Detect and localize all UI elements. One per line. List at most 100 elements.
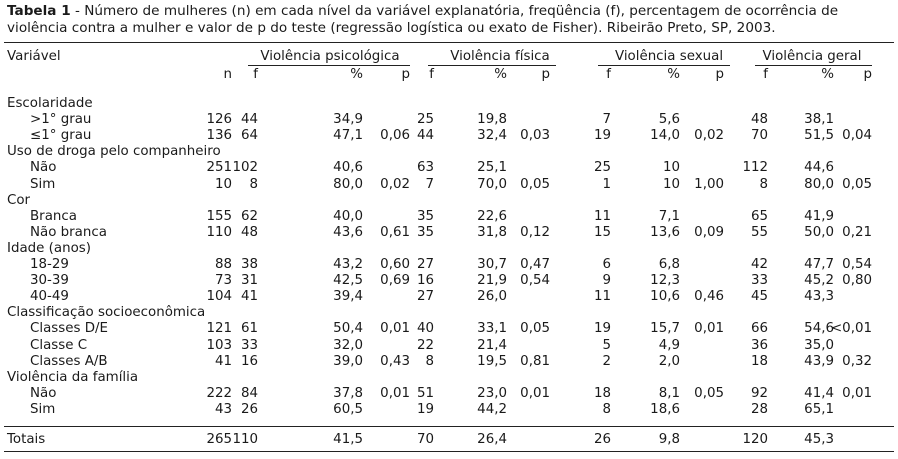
table-cell: 0,54 xyxy=(842,257,872,272)
cell-n: 155 xyxy=(206,208,232,224)
row-label: Classe C xyxy=(30,337,88,353)
table-cell: 112 xyxy=(742,160,768,176)
totals-cell: 120 xyxy=(742,432,768,447)
table-cell: 0,43 xyxy=(380,353,410,369)
table-cell: 23,0 xyxy=(477,385,507,401)
table-cell: 63 xyxy=(416,160,434,176)
table-cell: 40,6 xyxy=(333,160,363,176)
table-cell: 30,7 xyxy=(477,257,507,272)
header-n: n xyxy=(223,67,233,82)
table-cell: 47,1 xyxy=(333,128,363,144)
table-cell: 36 xyxy=(750,337,768,353)
table-cell: 43,6 xyxy=(333,224,363,240)
header-sub-p: p xyxy=(401,67,411,82)
table-cell: 0,01 xyxy=(380,385,410,401)
table-cell: 22 xyxy=(416,337,434,353)
header-sub-f: f xyxy=(763,67,768,82)
table-cell: 0,09 xyxy=(694,224,724,240)
table-cell: 4,9 xyxy=(658,337,680,353)
table-cell: 8 xyxy=(249,176,258,192)
bottom-rule xyxy=(4,451,894,452)
table-cell: 11 xyxy=(593,208,611,224)
table-cell: 21,4 xyxy=(477,337,507,353)
table-cell: 0,60 xyxy=(380,257,410,272)
table-cell: 62 xyxy=(240,208,258,224)
table-cell: 6 xyxy=(602,257,611,272)
row-label: Sim xyxy=(30,176,56,192)
table-cell: 0,80 xyxy=(842,273,872,289)
group-rule xyxy=(248,65,410,66)
table-cell: 65 xyxy=(750,208,768,224)
table-cell: 19 xyxy=(593,321,611,337)
header-group: Violência psicológica xyxy=(260,49,400,64)
table-cell: 8 xyxy=(602,401,611,417)
totals-n: 265 xyxy=(206,432,232,447)
table-cell: 10,6 xyxy=(650,289,680,305)
table-cell: 33 xyxy=(750,273,768,289)
table-cell: 37,8 xyxy=(333,385,363,401)
table-cell: 0,04 xyxy=(842,128,872,144)
row-label: Sim xyxy=(30,401,56,417)
header-sub-f: f xyxy=(253,67,258,82)
table-cell: 19,5 xyxy=(477,353,507,369)
table-cell: 0,69 xyxy=(380,273,410,289)
table-cell: 0,05 xyxy=(842,176,872,192)
table-cell: 16 xyxy=(240,353,258,369)
table-cell: 50,4 xyxy=(333,321,363,337)
totals-cell: 9,8 xyxy=(658,432,680,447)
cell-n: 88 xyxy=(214,257,232,272)
row-label: 18-29 xyxy=(30,257,69,272)
table-cell: 7 xyxy=(602,112,611,128)
totals-cell: 26 xyxy=(593,432,611,447)
header-sub-%: % xyxy=(667,67,680,82)
cell-n: 41 xyxy=(214,353,232,369)
table-cell: 9 xyxy=(602,273,611,289)
row-label: 40-49 xyxy=(30,289,69,305)
table-cell: 34,9 xyxy=(333,112,363,128)
table-cell: 19,8 xyxy=(477,112,507,128)
table-cell: 22,6 xyxy=(477,208,507,224)
table-cell: 38 xyxy=(240,257,258,272)
table-cell: 48 xyxy=(750,112,768,128)
table-cell: 33 xyxy=(240,337,258,353)
table-cell: 44,2 xyxy=(477,401,507,417)
table-cell: 2 xyxy=(602,353,611,369)
table-cell: 10 xyxy=(662,160,680,176)
table-cell: 0,81 xyxy=(520,353,550,369)
table-cell: 1,00 xyxy=(694,176,724,192)
table-cell: 0,12 xyxy=(520,224,550,240)
table-cell: 0,03 xyxy=(520,128,550,144)
cell-n: 121 xyxy=(206,321,232,337)
row-label: >1° grau xyxy=(30,112,92,128)
totals-label: Totais xyxy=(7,432,46,447)
header-variable: Variável xyxy=(7,49,61,64)
section-title: Escolaridade xyxy=(7,96,93,111)
totals-cell: 70 xyxy=(416,432,434,447)
header-group: Violência sexual xyxy=(614,49,724,64)
header-sub-p: p xyxy=(715,67,725,82)
table-cell: 42,5 xyxy=(333,273,363,289)
table-cell: 51 xyxy=(416,385,434,401)
table-cell: 8 xyxy=(425,353,434,369)
totals-cell: 45,3 xyxy=(804,432,834,447)
table-cell: 0,47 xyxy=(520,257,550,272)
section-title: Classificação socioeconômica xyxy=(7,305,206,321)
table-cell: 51,5 xyxy=(804,128,834,144)
section-title: Idade (anos) xyxy=(7,240,91,256)
row-label: ≤1° grau xyxy=(30,128,92,144)
table-cell: 26,0 xyxy=(477,289,507,305)
table-cell: 40,0 xyxy=(333,208,363,224)
table-cell: 80,0 xyxy=(804,176,834,192)
table-cell: 16 xyxy=(416,273,434,289)
table-cell: 1 xyxy=(602,176,611,192)
row-label: Branca xyxy=(30,208,77,224)
header-sub-p: p xyxy=(541,67,551,82)
table-cell: 39,4 xyxy=(333,289,363,305)
table-cell: 25 xyxy=(593,160,611,176)
group-rule xyxy=(428,65,556,66)
table-cell: 32,4 xyxy=(477,128,507,144)
table-cell: 35,0 xyxy=(804,337,834,353)
table-cell: 0,02 xyxy=(694,128,724,144)
header-sub-f: f xyxy=(606,67,611,82)
table-cell: 7,1 xyxy=(658,208,680,224)
